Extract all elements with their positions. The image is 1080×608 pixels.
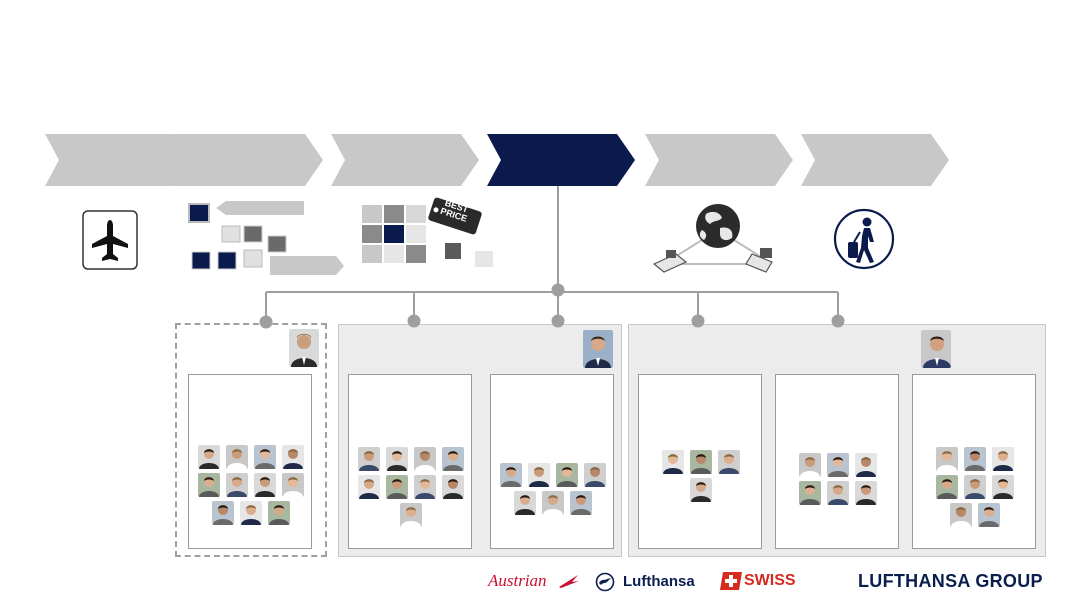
member-photo [212, 501, 234, 525]
team-photos [784, 443, 892, 515]
cubes-schedule-icon [186, 196, 346, 278]
member-photo [964, 447, 986, 471]
member-photo [827, 481, 849, 505]
chevron-step-3 [331, 134, 479, 186]
lufthansa-group-wordmark: LUFTHANSA GROUP [858, 571, 1043, 591]
member-photo [662, 450, 684, 474]
member-photo [936, 447, 958, 471]
member-photo [855, 453, 877, 477]
chevron-step-6 [801, 134, 949, 186]
member-photo [827, 453, 849, 477]
team-photos [655, 439, 747, 513]
member-photo [442, 475, 464, 499]
lead-photo-left [289, 329, 319, 367]
austrian-arrow-icon [559, 575, 579, 588]
member-photo [254, 473, 276, 497]
member-photo [282, 473, 304, 497]
member-photo [690, 450, 712, 474]
chevron-step-2 [175, 134, 323, 186]
member-photo [992, 475, 1014, 499]
member-photo [718, 450, 740, 474]
lead-photo-middle [583, 330, 613, 368]
lead-photo-right [921, 330, 951, 368]
member-photo [442, 447, 464, 471]
member-photo [964, 475, 986, 499]
member-photo [528, 463, 550, 487]
team-card-6 [912, 374, 1036, 549]
member-photo [414, 475, 436, 499]
member-photo [226, 445, 248, 469]
member-photo [386, 447, 408, 471]
member-photo [570, 491, 592, 515]
globe-network-icon [648, 198, 788, 278]
team-card-3 [490, 374, 614, 549]
chevron-step-5 [645, 134, 793, 186]
member-photo [992, 447, 1014, 471]
member-photo [268, 501, 290, 525]
member-photo [226, 473, 248, 497]
team-photos [355, 435, 467, 539]
member-photo [198, 445, 220, 469]
member-photo [584, 463, 606, 487]
chevron-step-1 [45, 134, 193, 186]
traveler-icon [832, 208, 896, 270]
member-photo [400, 503, 422, 527]
team-photos [497, 435, 609, 543]
connector-dots [259, 283, 845, 329]
team-photos [921, 437, 1029, 537]
best-price-grid-icon: BEST PRICE [360, 196, 505, 271]
crane-icon [595, 572, 615, 592]
member-photo [414, 447, 436, 471]
member-photo [556, 463, 578, 487]
member-photo [240, 501, 262, 525]
team-card-5 [775, 374, 899, 549]
chevron-step-4 [487, 134, 635, 186]
swiss-wordmark: SWISS [744, 572, 796, 589]
lufthansa-wordmark: Lufthansa [623, 573, 695, 590]
team-card-4 [638, 374, 762, 549]
process-chevron-chain [45, 134, 949, 186]
member-photo [978, 503, 1000, 527]
swiss-cross-icon [720, 572, 742, 590]
member-photo [855, 481, 877, 505]
member-photo [500, 463, 522, 487]
member-photo [386, 475, 408, 499]
member-photo [358, 447, 380, 471]
member-photo [254, 445, 276, 469]
member-photo [690, 478, 712, 502]
member-photo [799, 453, 821, 477]
member-photo [198, 473, 220, 497]
team-photos [195, 431, 307, 539]
member-photo [358, 475, 380, 499]
member-photo [514, 491, 536, 515]
member-photo [542, 491, 564, 515]
airplane-icon [82, 210, 138, 270]
member-photo [282, 445, 304, 469]
member-photo [950, 503, 972, 527]
member-photo [799, 481, 821, 505]
team-card-2 [348, 374, 472, 549]
team-card-1 [188, 374, 312, 549]
member-photo [936, 475, 958, 499]
austrian-wordmark: Austrian [488, 571, 547, 590]
